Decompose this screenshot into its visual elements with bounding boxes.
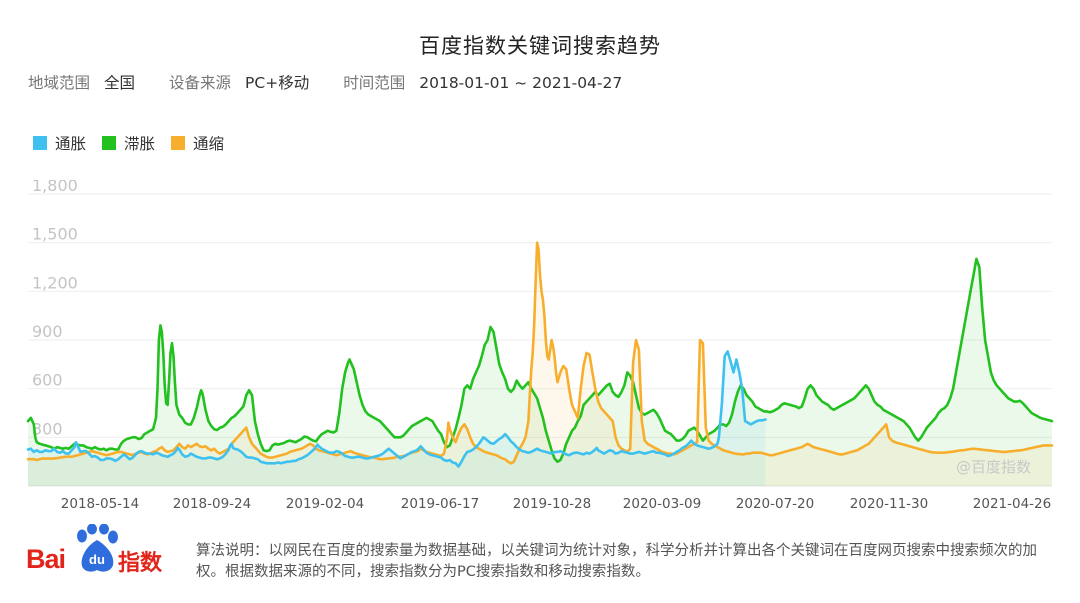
region-value[interactable]: 全国 [104, 74, 136, 92]
legend-item-1[interactable]: 滞胀 [102, 132, 155, 154]
x-tick-label: 2019-02-04 [286, 496, 364, 512]
paw-icon: du [77, 524, 118, 572]
x-tick-label: 2019-10-28 [513, 496, 591, 512]
series-line-1 [26, 257, 1054, 463]
x-tick-label: 2019-06-17 [401, 496, 479, 512]
logo-du-text: du [89, 552, 105, 567]
device-value[interactable]: PC+移动 [245, 74, 310, 92]
y-tick-label: 1,500 [32, 225, 78, 244]
x-tick-label: 2020-11-30 [850, 496, 928, 512]
time-label: 时间范围 [343, 74, 406, 92]
x-tick-label: 2020-07-20 [736, 496, 814, 512]
y-tick-label: 600 [32, 371, 63, 390]
logo-index-text: 指数 [118, 551, 163, 576]
series-area-1 [28, 258, 1052, 486]
watermark: @百度指数 [956, 458, 1032, 476]
x-tick-label: 2021-04-26 [973, 496, 1051, 512]
y-tick-label: 1,800 [32, 180, 78, 195]
filter-bar: 地域范围 全国 设备来源 PC+移动 时间范围 2018-01-01 ~ 2021-04-… [28, 71, 656, 93]
legend-label: 滞胀 [124, 135, 156, 153]
chart-title: 百度指数关键词搜索趋势 [419, 34, 661, 58]
series-line-2 [26, 241, 1054, 465]
y-tick-label: 1,200 [32, 273, 78, 292]
legend-swatch [33, 136, 47, 150]
y-tick-label: 300 [32, 419, 63, 438]
legend-item-0[interactable]: 通胀 [33, 132, 86, 154]
legend-label: 通胀 [55, 135, 87, 153]
x-tick-label: 2018-05-14 [61, 496, 139, 512]
legend-item-2[interactable]: 通缩 [171, 132, 224, 154]
region-label: 地域范围 [28, 74, 91, 92]
x-tick-label: 2018-09-24 [173, 496, 251, 512]
series-line-0 [26, 350, 767, 468]
trend-chart: 300 600 900 1,200 1,500 1,800 2018-05-14 2018-0… [26, 180, 1054, 512]
legend-label: 通缩 [193, 135, 225, 153]
x-tick-label: 2020-03-09 [623, 496, 701, 512]
series-area-2 [28, 242, 1052, 486]
baidu-index-logo: du Bai 指数 [26, 524, 176, 580]
legend-swatch [102, 136, 117, 150]
series-area-0 [28, 351, 766, 486]
legend-swatch [171, 136, 186, 150]
algorithm-note: 算法说明：以网民在百度的搜索量为数据基础，以关键词为统计对象，科学分析并计算出各… [196, 543, 1037, 580]
logo-bai-text: Bai [26, 544, 66, 574]
device-label: 设备来源 [169, 74, 232, 92]
y-tick-label: 900 [32, 322, 63, 341]
time-value[interactable]: 2018-01-01 ~ 2021-04-27 [419, 74, 623, 92]
legend: 通胀 滞胀 通缩 [33, 132, 240, 154]
